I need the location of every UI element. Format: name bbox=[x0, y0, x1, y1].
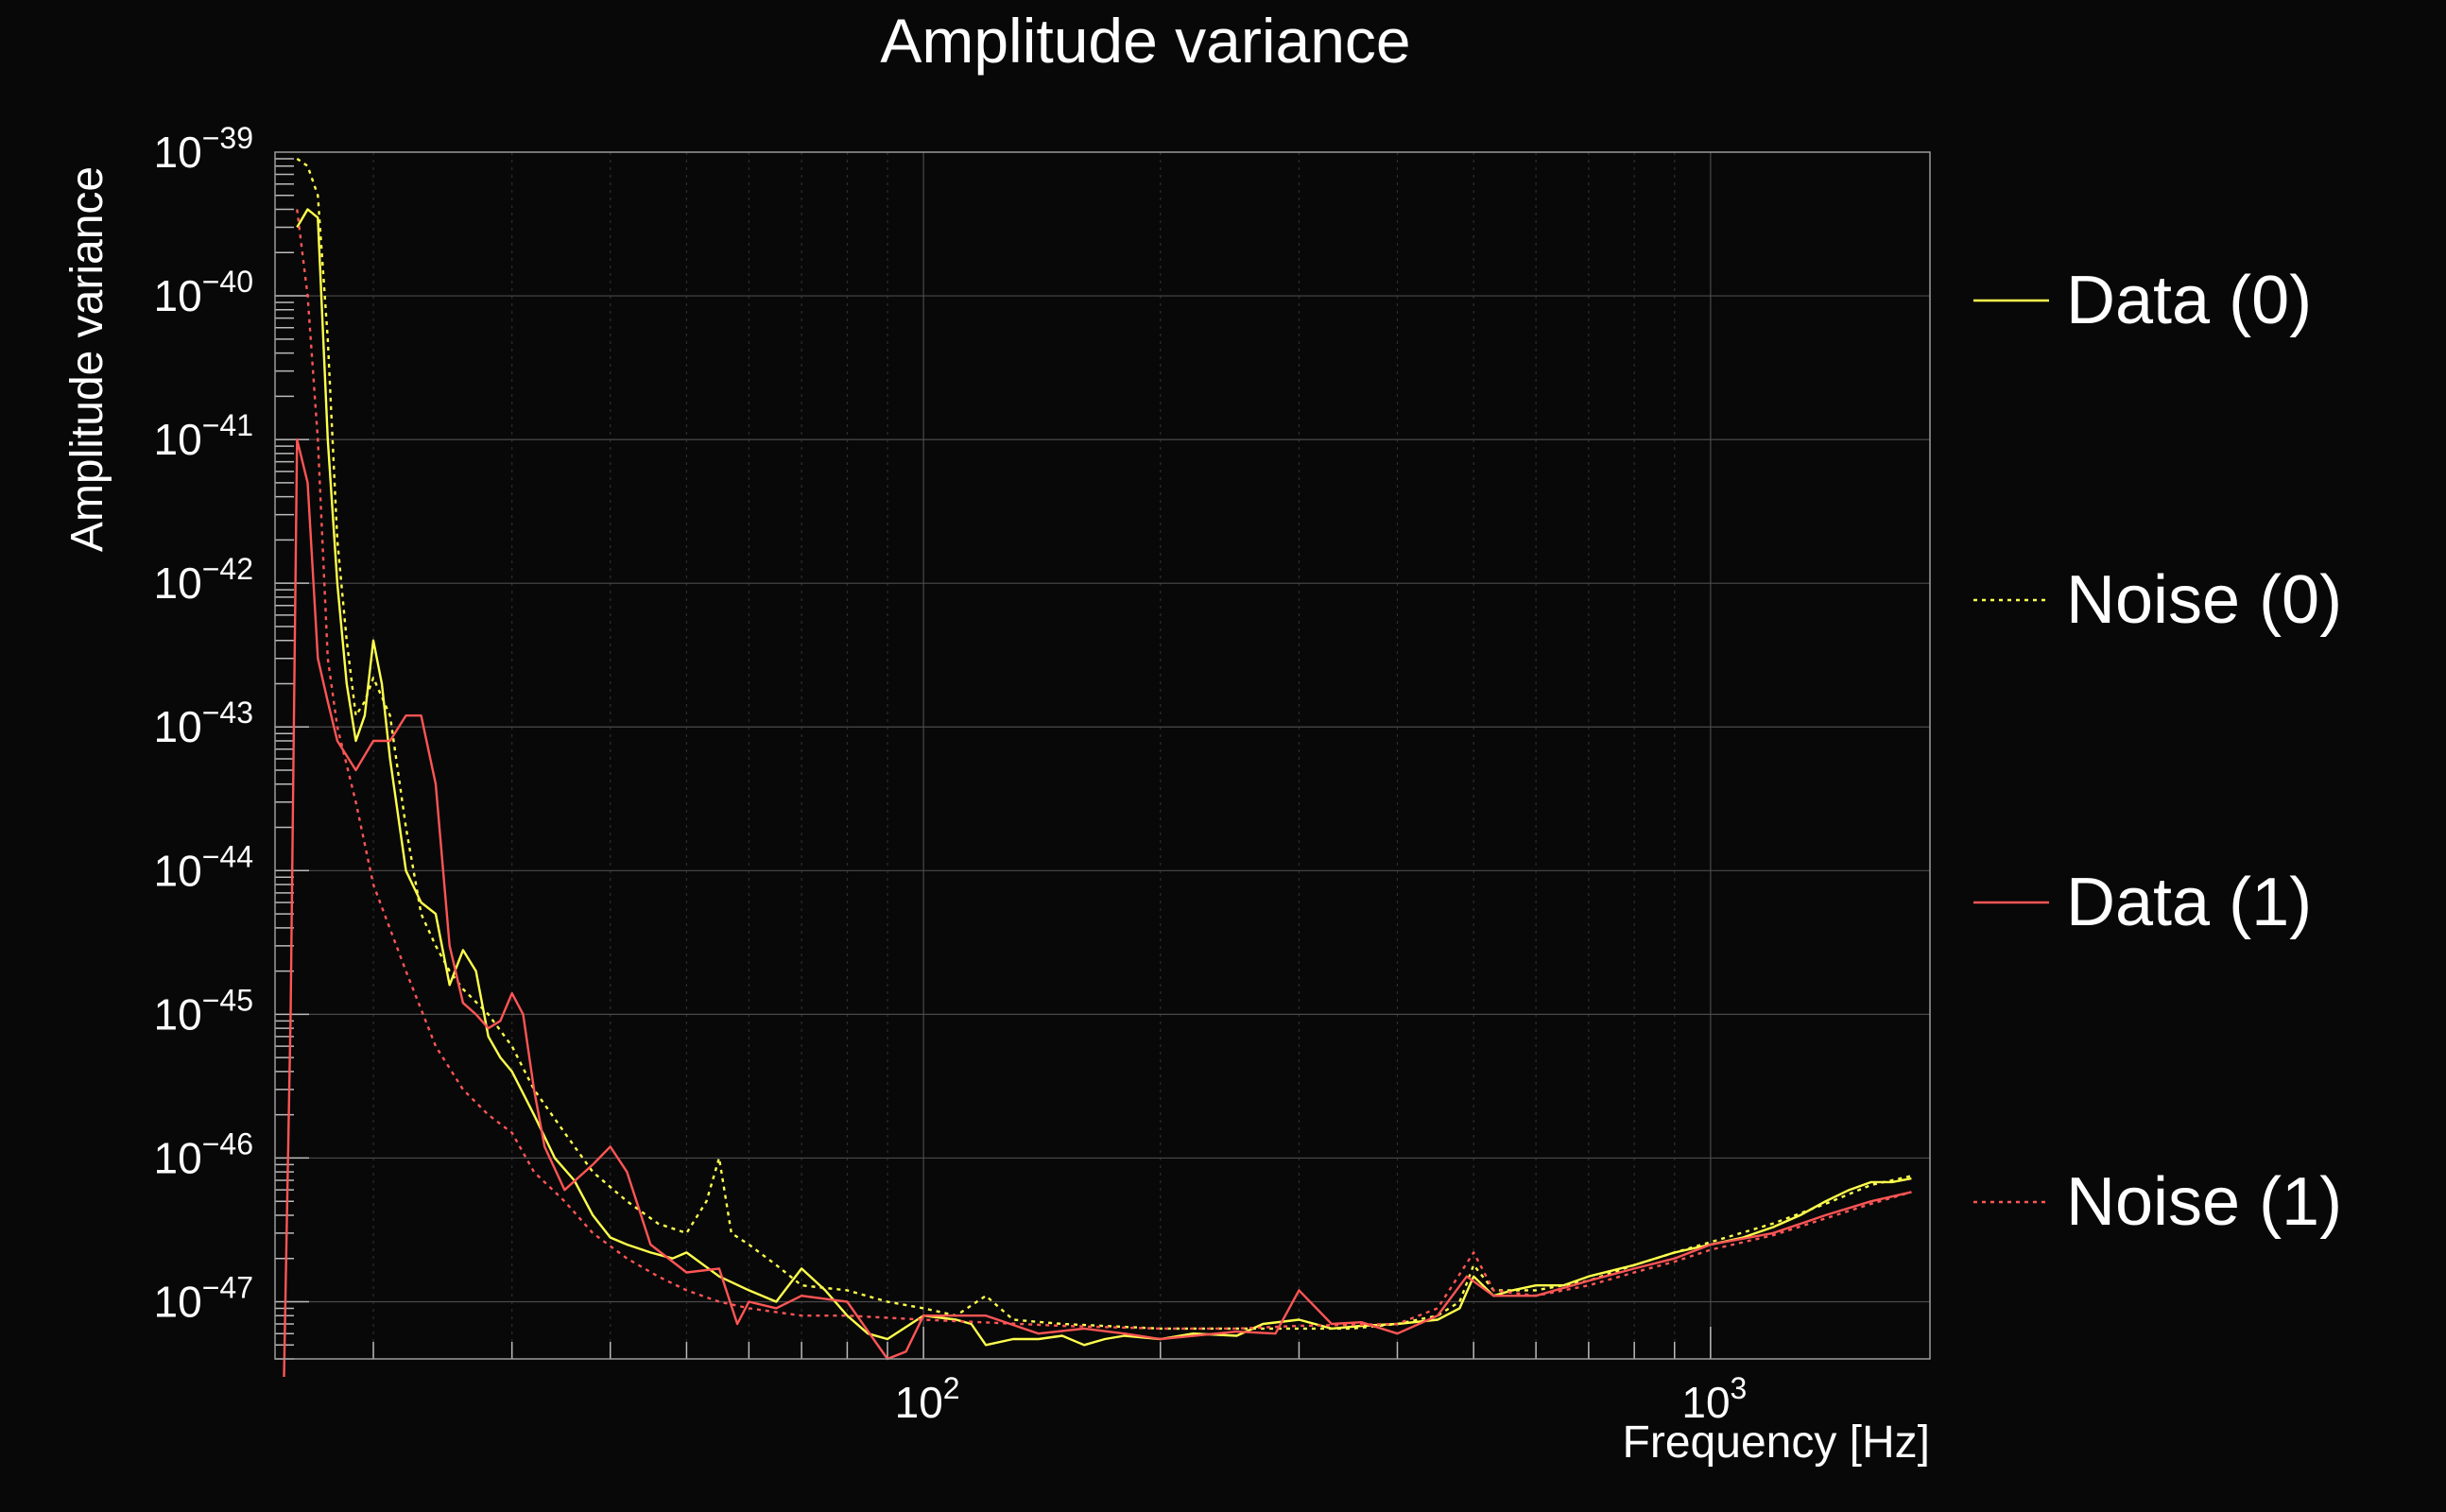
y-tick-label: 10−39 bbox=[154, 121, 253, 177]
x-tick-label: 103 bbox=[1681, 1371, 1747, 1427]
y-axis-label: Amplitude variance bbox=[62, 166, 112, 552]
y-tick-label: 10−43 bbox=[154, 696, 253, 751]
legend-label-2: Data (1) bbox=[2066, 865, 2312, 940]
chart-title: Amplitude variance bbox=[880, 6, 1410, 76]
y-tick-label: 10−47 bbox=[154, 1270, 253, 1326]
y-tick-label: 10−44 bbox=[154, 839, 253, 895]
y-tick-label: 10−42 bbox=[154, 552, 253, 608]
x-tick-label: 102 bbox=[895, 1371, 960, 1427]
legend-label-3: Noise (1) bbox=[2066, 1164, 2342, 1240]
y-tick-label: 10−45 bbox=[154, 983, 253, 1039]
legend: Data (0) Noise (0) Data (1) Noise (1) bbox=[1973, 263, 2342, 1240]
x-axis-label: Frequency [Hz] bbox=[1623, 1418, 1930, 1468]
series-layer bbox=[283, 158, 1912, 1378]
grid-layer bbox=[275, 152, 1930, 1359]
series-line-3 bbox=[296, 209, 1912, 1331]
y-tick-label: 10−41 bbox=[154, 408, 253, 464]
plot-frame bbox=[274, 151, 1931, 1360]
series-line-2 bbox=[283, 438, 1912, 1378]
legend-label-1: Noise (0) bbox=[2066, 562, 2342, 638]
y-tick-label: 10−46 bbox=[154, 1126, 253, 1182]
y-tick-label: 10−40 bbox=[154, 265, 253, 320]
tick-labels-layer: 10−39 10−40 10−41 10−42 10−43 10−44 10−45 10−46… bbox=[154, 121, 1748, 1427]
legend-label-0: Data (0) bbox=[2066, 263, 2312, 338]
